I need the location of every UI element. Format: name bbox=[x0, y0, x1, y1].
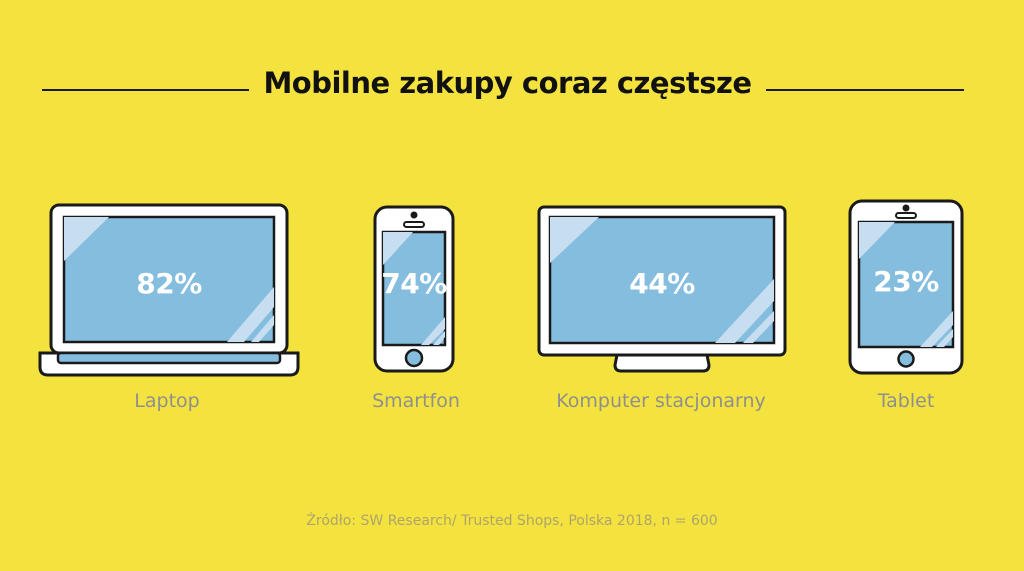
laptop-icon bbox=[38, 203, 300, 377]
smartphone-icon bbox=[373, 205, 455, 373]
smartphone-value: 74% bbox=[381, 267, 447, 300]
title-left-rule bbox=[42, 89, 249, 91]
desktop-monitor-icon bbox=[537, 205, 787, 373]
device-laptop: 82% bbox=[37, 203, 301, 383]
laptop-value: 82% bbox=[136, 267, 202, 300]
device-smartphone: 74% bbox=[373, 205, 455, 375]
title-right-rule bbox=[766, 89, 964, 91]
tablet-label: Tablet bbox=[877, 390, 935, 412]
device-desktop: 44% bbox=[537, 205, 787, 377]
tablet-icon bbox=[848, 199, 964, 375]
laptop-label: Laptop bbox=[134, 390, 200, 412]
device-tablet: 23% bbox=[848, 199, 964, 375]
desktop-label: Komputer stacjonarny bbox=[556, 390, 766, 412]
desktop-value: 44% bbox=[629, 267, 695, 300]
smartphone-label: Smartfon bbox=[372, 390, 460, 412]
title-row: Mobilne zakupy coraz częstsze bbox=[0, 0, 1024, 180]
tablet-value: 23% bbox=[873, 265, 939, 298]
page-title: Mobilne zakupy coraz częstsze bbox=[263, 66, 752, 100]
source-note: Źródło: SW Research/ Trusted Shops, Pols… bbox=[306, 513, 718, 529]
